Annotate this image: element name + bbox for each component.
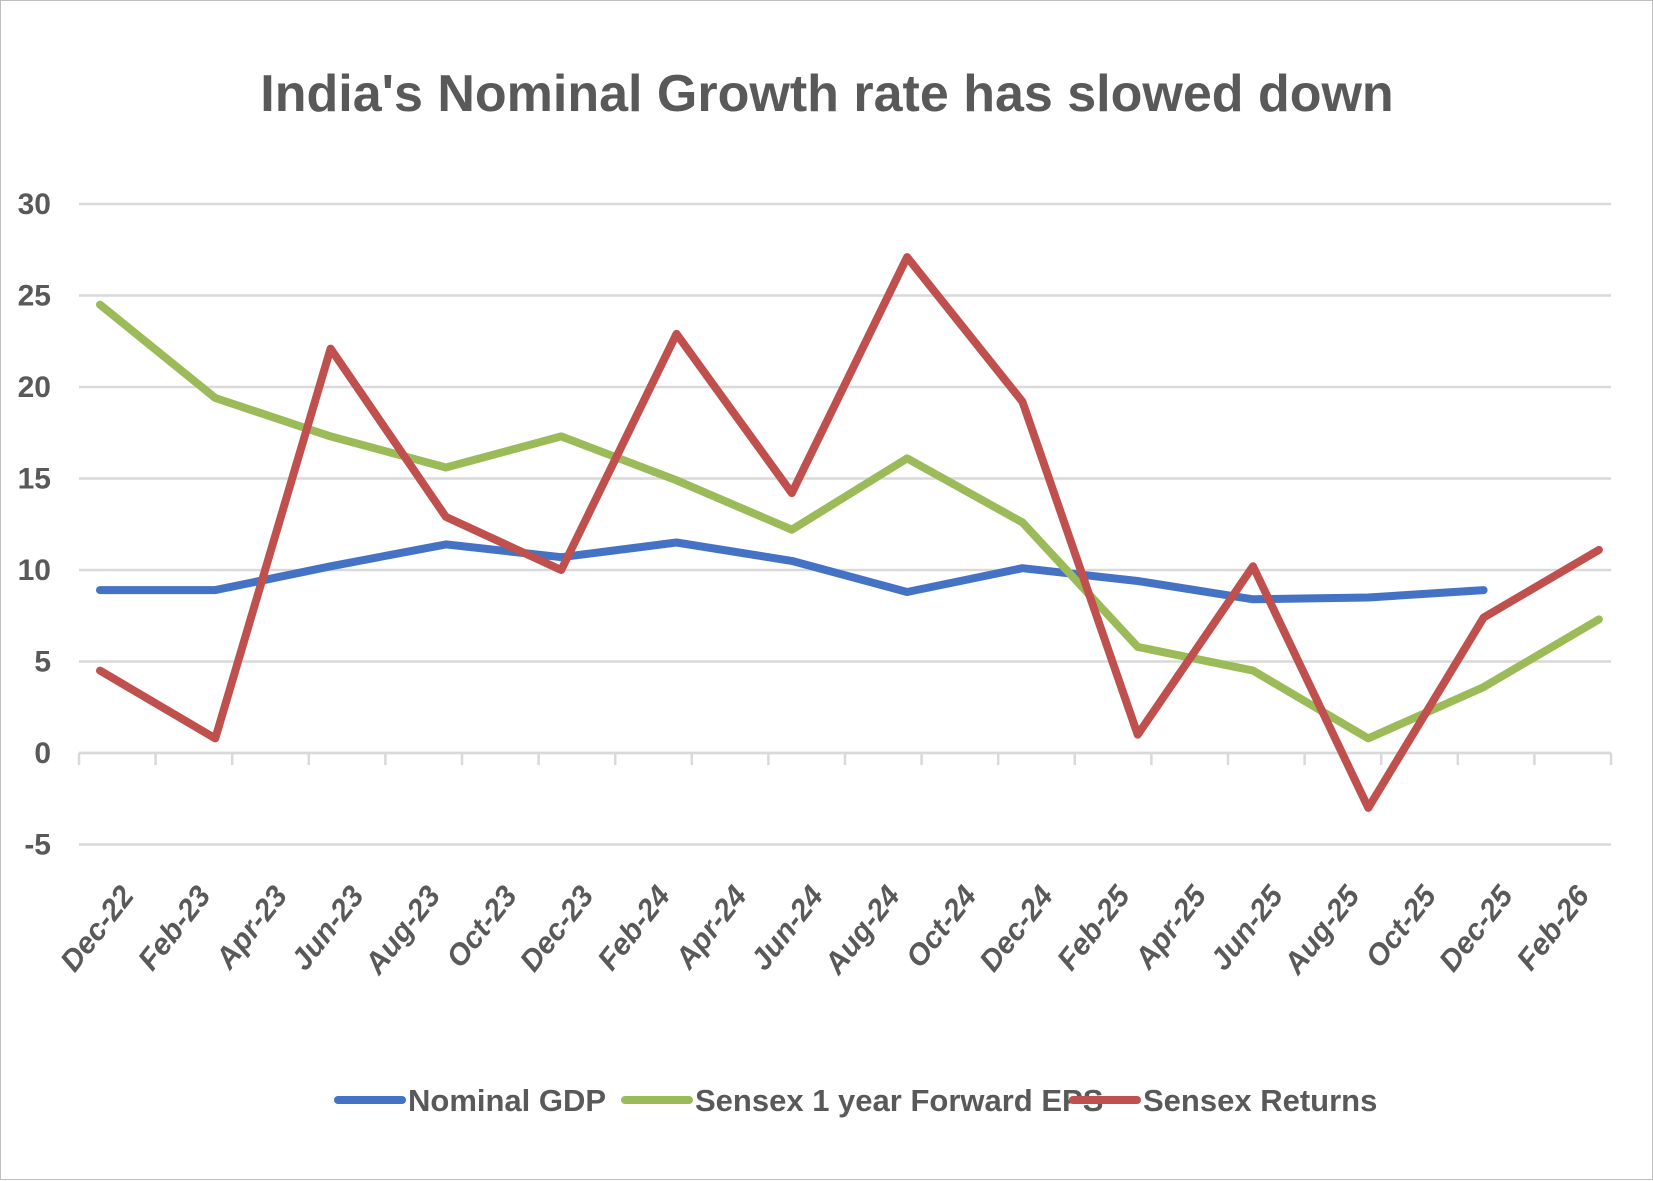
x-tick-label: Apr-23: [209, 880, 294, 976]
series-lines: [96, 253, 1603, 812]
gridlines: [79, 202, 1611, 846]
x-tick-label: Dec-22: [54, 880, 141, 978]
legend-label: Nominal GDP: [408, 1083, 606, 1118]
x-tick-label: Aug-25: [1277, 879, 1367, 981]
y-tick-label: 5: [34, 646, 51, 679]
series-line-nominal-gdp: [96, 538, 1488, 604]
y-tick-label: 10: [18, 554, 51, 587]
legend-label: Sensex 1 year Forward EPS: [695, 1083, 1103, 1118]
legend: Nominal GDP Sensex 1 year Forward EPS Sens…: [334, 1083, 1377, 1118]
series-line-sensex-returns: [96, 253, 1603, 812]
x-tick-label: Feb-25: [1051, 879, 1137, 977]
x-tick-label: Jun-23: [285, 880, 371, 977]
y-tick-label: -5: [24, 829, 51, 862]
x-tick-label: Jun-24: [745, 880, 831, 977]
x-tick-label: Apr-25: [1128, 879, 1214, 976]
y-tick-label: 20: [18, 371, 51, 404]
series-line-sensex-1-year-forward-eps: [96, 300, 1603, 743]
y-axis: -5 0 5 10 15 20 25 30: [18, 188, 51, 862]
x-tick-label: Aug-23: [358, 880, 447, 981]
x-tick-label: Oct-23: [440, 880, 524, 974]
x-tick-label: Apr-24: [668, 880, 753, 976]
x-tick-label: Feb-24: [591, 880, 677, 977]
x-tick-label: Dec-24: [973, 880, 1060, 978]
x-tick-label: Aug-24: [818, 880, 907, 981]
x-tick-label: Feb-26: [1511, 880, 1597, 977]
y-tick-label: 15: [18, 463, 51, 496]
x-tick-label: Dec-23: [514, 880, 601, 978]
y-tick-label: 25: [18, 280, 51, 313]
x-tick-label: Dec-25: [1433, 879, 1520, 978]
x-tick-label: Oct-24: [900, 880, 984, 974]
x-tick-label: Oct-25: [1360, 879, 1444, 974]
chart-title: India's Nominal Growth rate has slowed d…: [260, 65, 1393, 123]
legend-label: Sensex Returns: [1143, 1083, 1377, 1118]
x-tick-label: Feb-23: [132, 880, 218, 977]
y-tick-label: 0: [34, 737, 51, 770]
y-tick-label: 30: [18, 188, 51, 221]
x-tick-label: Jun-25: [1204, 879, 1290, 977]
